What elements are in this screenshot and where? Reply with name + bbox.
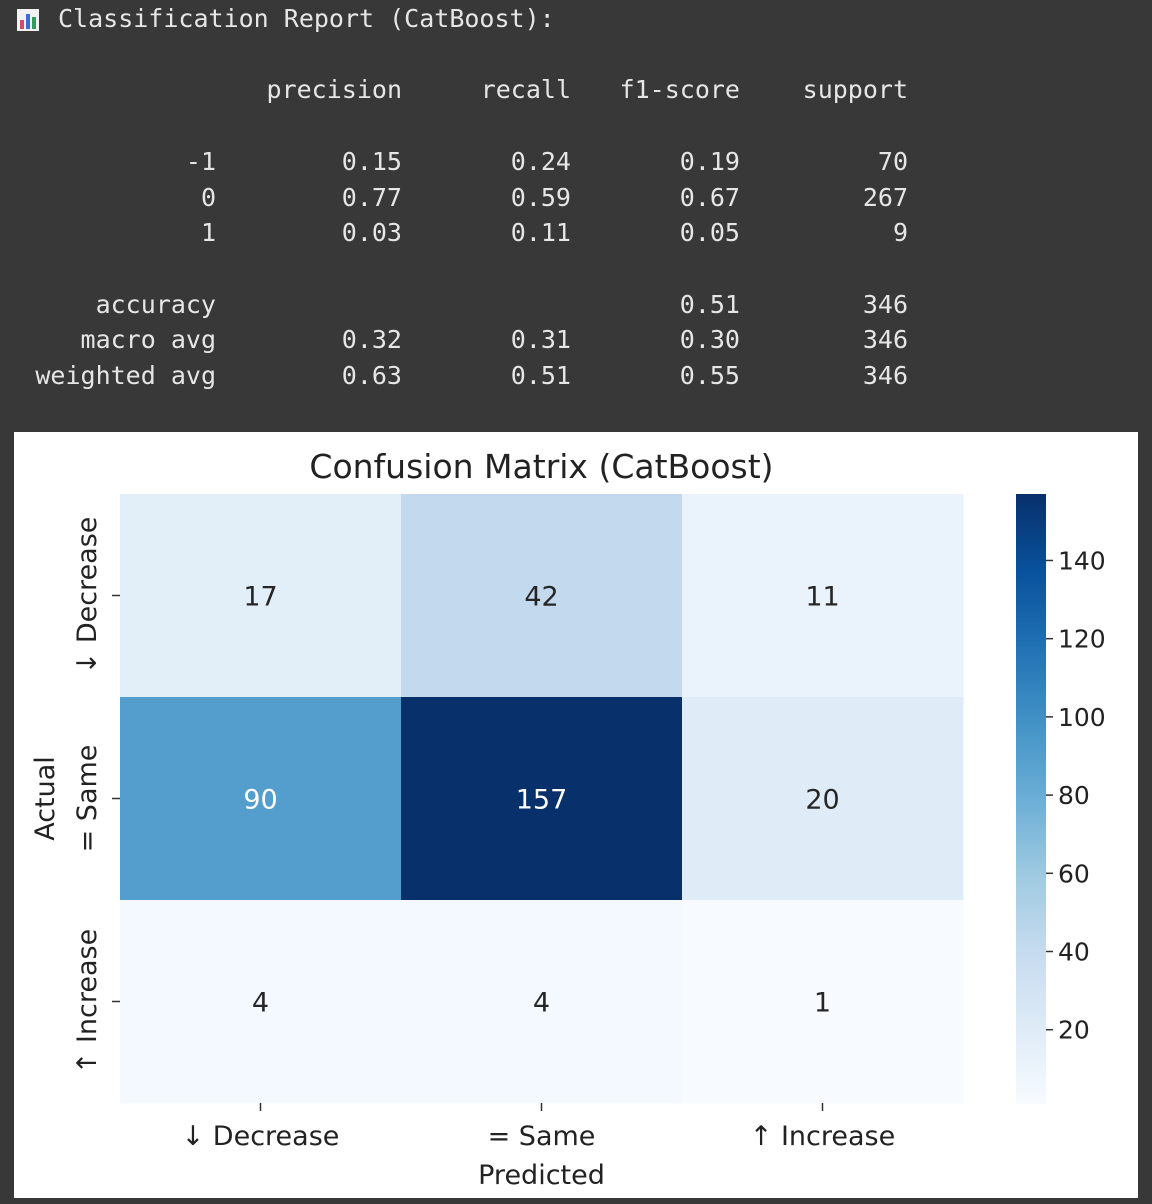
colorbar-tick-label: 140 <box>1058 546 1106 575</box>
cell-value-label: 157 <box>516 785 568 816</box>
cell: 0.63 <box>341 361 402 390</box>
cell: 0.51 <box>679 290 740 319</box>
row-label: weighted avg <box>35 361 216 390</box>
row-label: 1 <box>200 218 216 247</box>
row-label: -1 <box>185 147 216 176</box>
colorbar-tick-label: 80 <box>1058 781 1090 810</box>
heatmap-cell <box>120 494 402 698</box>
cell-value-label: 4 <box>533 988 550 1019</box>
col-f1-score: f1-score <box>619 75 740 104</box>
cell-value-label: 20 <box>805 785 839 816</box>
x-tick-label: = Same <box>488 1121 596 1152</box>
confusion-matrix-panel: Confusion Matrix (CatBoost) 17 42 11 90 157 20… <box>14 432 1138 1198</box>
cell: 0.31 <box>510 325 571 354</box>
heatmap-cell <box>120 697 402 901</box>
classification-report: Classification Report (CatBoost): precis… <box>0 0 1152 430</box>
x-tick-label: ↓ Decrease <box>182 1121 340 1152</box>
y-axis-label: Actual <box>30 756 61 841</box>
cell-value-label: 4 <box>252 988 269 1019</box>
cell: 0.30 <box>679 325 740 354</box>
cell: 346 <box>862 361 908 390</box>
row-label: macro avg <box>80 325 216 354</box>
heatmap-cell <box>401 900 683 1104</box>
cell: 0.67 <box>679 183 740 212</box>
colorbar <box>1016 494 1046 1104</box>
heatmap-cell <box>682 900 964 1104</box>
col-recall: recall <box>480 75 571 104</box>
cell: 0.24 <box>510 147 571 176</box>
cell: 70 <box>877 147 908 176</box>
cell: 9 <box>892 218 908 247</box>
heatmap-cell <box>682 697 964 901</box>
cell: 0.55 <box>679 361 740 390</box>
x-axis-label: Predicted <box>478 1160 605 1191</box>
colorbar-tick-label: 20 <box>1058 1016 1090 1045</box>
y-tick-label: ↑ Increase <box>72 929 103 1074</box>
heatmap-cell <box>120 900 402 1104</box>
col-precision: precision <box>266 75 402 104</box>
cell: 267 <box>862 183 908 212</box>
report-heading: Classification Report (CatBoost): <box>58 4 555 33</box>
cell: 0.59 <box>510 183 571 212</box>
cell-value-label: 11 <box>805 582 839 613</box>
cell: 0.05 <box>679 218 740 247</box>
x-tick-label: ↑ Increase <box>750 1121 895 1152</box>
cell-value-label: 42 <box>524 582 558 613</box>
colorbar-tick-label: 100 <box>1058 703 1106 732</box>
bar-chart-icon <box>17 9 39 31</box>
heatmap-cell <box>401 697 683 901</box>
row-label: 0 <box>200 183 216 212</box>
heatmap-cell <box>401 494 683 698</box>
confusion-matrix-chart: Confusion Matrix (CatBoost) 17 42 11 90 157 20… <box>30 447 1106 1191</box>
row-label: accuracy <box>95 290 216 319</box>
cell: 0.32 <box>341 325 402 354</box>
chart-title: Confusion Matrix (CatBoost) <box>309 447 773 486</box>
heatmap-cell <box>682 494 964 698</box>
cell-value-label: 17 <box>243 582 277 613</box>
cell: 0.77 <box>341 183 402 212</box>
cell: 0.15 <box>341 147 402 176</box>
y-tick-label: ↓ Decrease <box>72 517 103 675</box>
colorbar-tick-label: 60 <box>1058 859 1090 888</box>
cell: 0.03 <box>341 218 402 247</box>
colorbar-tick-label: 40 <box>1058 938 1090 967</box>
cell: 0.19 <box>679 147 740 176</box>
cell-value-label: 1 <box>814 988 831 1019</box>
cell: 346 <box>862 290 908 319</box>
cell-value-label: 90 <box>243 785 277 816</box>
colorbar-tick-label: 120 <box>1058 625 1106 654</box>
col-support: support <box>802 75 908 104</box>
cell: 0.11 <box>510 218 571 247</box>
y-tick-label: = Same <box>72 745 103 853</box>
cell: 346 <box>862 325 908 354</box>
cell: 0.51 <box>510 361 571 390</box>
